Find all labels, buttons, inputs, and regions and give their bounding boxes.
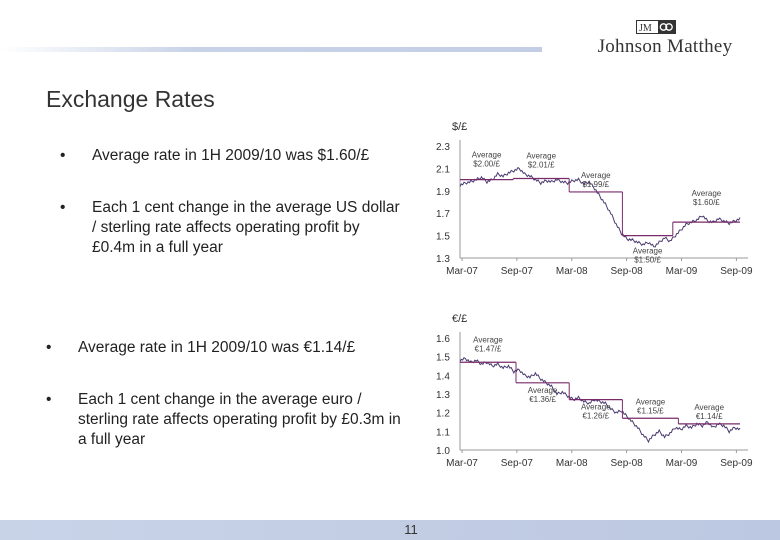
x-tick-label: Sep-08 <box>611 266 644 277</box>
average-label: Average <box>633 247 663 256</box>
average-value-label: €1.36/£ <box>529 395 556 404</box>
header-accent-bar <box>0 47 542 52</box>
average-value-label: $2.01/£ <box>528 160 555 169</box>
footer-bar: 11 <box>0 520 780 540</box>
y-tick-label: 1.7 <box>436 209 450 220</box>
average-value-label: $1.60/£ <box>693 198 720 207</box>
bullet-dot: • <box>46 391 52 408</box>
average-value-label: €1.15/£ <box>637 406 664 415</box>
average-value-label: €1.47/£ <box>475 344 502 353</box>
y-tick-label: 1.3 <box>436 390 450 401</box>
bullet-text: Each 1 cent change in the average euro /… <box>78 391 401 448</box>
average-value-label: $1.50/£ <box>634 256 661 265</box>
jm-logo-mark-icon: JM <box>636 20 676 34</box>
x-tick-label: Mar-07 <box>446 458 478 469</box>
average-value-label: €1.26/£ <box>582 412 609 421</box>
bullet-text: Each 1 cent change in the average US dol… <box>92 199 400 256</box>
average-label: Average <box>636 397 666 406</box>
series-line <box>459 357 741 444</box>
x-tick-label: Sep-07 <box>501 266 534 277</box>
y-tick-label: 1.5 <box>436 353 450 364</box>
x-tick-label: Sep-09 <box>720 266 753 277</box>
x-tick-label: Sep-09 <box>720 458 753 469</box>
x-tick-label: Mar-08 <box>556 266 588 277</box>
logo-text: Johnson Matthey <box>597 36 733 57</box>
bullet-dot: • <box>60 199 66 216</box>
y-tick-label: 1.2 <box>436 409 450 420</box>
eur-gbp-chart: €/£ 1.6 1.5 1.4 1.3 1.2 1.1 1.0 Mar-07 Sep-07 Mar-… <box>418 310 758 480</box>
bullet-text: Average rate in 1H 2009/10 was €1.14/£ <box>78 339 356 356</box>
bullet-dot: • <box>46 339 52 356</box>
y-tick-label: 1.9 <box>436 187 450 198</box>
average-label: Average <box>473 335 503 344</box>
logo-mark-text: JM <box>639 23 652 34</box>
average-value-label: €1.14/£ <box>696 412 723 421</box>
chart-title: €/£ <box>452 313 467 325</box>
average-label: Average <box>472 151 502 160</box>
average-value-label: $2.00/£ <box>473 160 500 169</box>
average-value-label: $1.99/£ <box>582 180 609 189</box>
x-tick-label: Mar-07 <box>446 266 478 277</box>
x-tick-label: Mar-09 <box>666 266 698 277</box>
average-label: Average <box>694 403 724 412</box>
usd-gbp-chart: $/£ 2.3 2.1 1.9 1.7 1.5 1.3 Mar-07 Sep-07 Mar-08 S… <box>418 118 758 288</box>
y-tick-label: 1.0 <box>436 446 450 457</box>
bullet-text: Average rate in 1H 2009/10 was $1.60/£ <box>92 147 370 164</box>
series-line <box>459 166 741 248</box>
y-tick-label: 1.5 <box>436 232 450 243</box>
average-label: Average <box>581 171 611 180</box>
x-tick-label: Mar-09 <box>666 458 698 469</box>
x-tick-label: Sep-08 <box>611 458 644 469</box>
y-tick-label: 1.3 <box>436 254 450 265</box>
average-label: Average <box>692 189 722 198</box>
page-number: 11 <box>404 522 418 537</box>
y-tick-label: 1.1 <box>436 427 450 438</box>
company-logo: JM Johnson Matthey <box>570 18 760 64</box>
y-tick-label: 2.1 <box>436 164 450 175</box>
chart-title: $/£ <box>452 121 467 133</box>
y-tick-label: 1.4 <box>436 371 450 382</box>
x-tick-label: Mar-08 <box>556 458 588 469</box>
x-tick-label: Sep-07 <box>501 458 534 469</box>
y-tick-label: 1.6 <box>436 334 450 345</box>
bullet-dot: • <box>60 147 66 164</box>
average-label: Average <box>528 386 558 395</box>
y-tick-label: 2.3 <box>436 142 450 153</box>
page-title: Exchange Rates <box>46 86 215 112</box>
average-label: Average <box>581 403 611 412</box>
average-label: Average <box>526 151 556 160</box>
